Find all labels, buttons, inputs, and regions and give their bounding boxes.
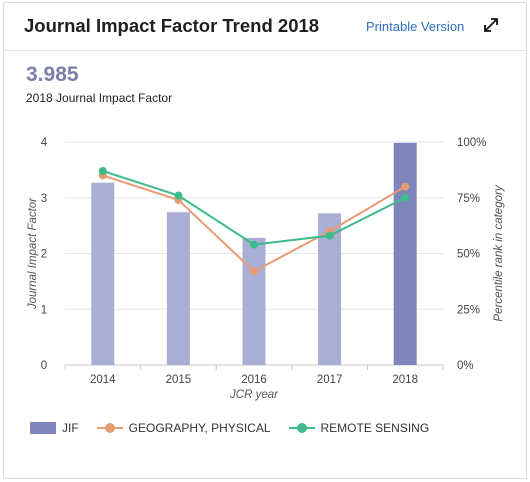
legend-label-jif: JIF: [62, 421, 79, 435]
x-tick-label: 2018: [392, 374, 418, 386]
card-header: Journal Impact Factor Trend 2018 Printab…: [4, 3, 526, 51]
point-geography-2018: [401, 182, 410, 191]
legend-item-jif[interactable]: JIF: [30, 421, 79, 435]
y2-axis-title: Percentile rank in category: [493, 184, 505, 321]
y-tick-label: 3: [41, 193, 47, 205]
y-tick-label: 1: [41, 304, 47, 316]
legend-swatch-jif: [30, 422, 56, 434]
y2-tick-label: 75%: [457, 193, 480, 205]
chart-legend: JIF GEOGRAPHY, PHYSICAL REMOTE SENSING: [30, 420, 447, 436]
y2-tick-label: 50%: [457, 249, 480, 261]
expand-icon[interactable]: [482, 16, 500, 34]
line-remote-sensing: [102, 170, 406, 246]
x-tick-label: 2014: [90, 374, 116, 386]
legend-swatch-geography: [96, 422, 123, 434]
expand-icon-glyph: [484, 18, 498, 32]
legend-item-remote-sensing[interactable]: REMOTE SENSING: [288, 421, 430, 435]
bar-jif-2017: [318, 213, 342, 365]
bar-jif-2016: [242, 237, 266, 365]
x-tick-label: 2015: [166, 374, 192, 386]
y2-tick-label: 100%: [457, 137, 486, 149]
legend-item-geography[interactable]: GEOGRAPHY, PHYSICAL: [96, 421, 271, 435]
point-remote-sensing-2018: [401, 193, 410, 202]
y-tick-label: 2: [41, 249, 47, 261]
y2-tick-label: 25%: [457, 304, 480, 316]
jif-label: 2018 Journal Impact Factor: [26, 91, 173, 105]
y2-tick-label: 0%: [457, 360, 474, 372]
bar-jif-2015: [166, 212, 190, 365]
point-geography-2016: [250, 267, 258, 276]
point-remote-sensing-2015: [174, 191, 183, 200]
legend-swatch-remote-sensing: [288, 422, 315, 434]
bar-jif-2014: [91, 182, 115, 365]
legend-label-geography: GEOGRAPHY, PHYSICAL: [128, 421, 271, 435]
jif-chart: 0 1 2 3 4 0% 25% 50% 75% 100% 2014 2015 2016 2017 2018…: [27, 137, 505, 401]
bar-jif-2018: [393, 142, 417, 365]
printable-version-link[interactable]: Printable Version: [366, 19, 465, 34]
jif-value: 3.985: [26, 63, 79, 86]
y-axis-title: Journal Impact Factor: [27, 197, 39, 310]
x-tick-label: 2016: [241, 374, 267, 386]
y-tick-label: 4: [41, 137, 48, 149]
point-remote-sensing-2017: [325, 231, 334, 240]
x-axis-title: JCR year: [229, 389, 279, 401]
x-tick-label: 2017: [317, 374, 343, 386]
legend-label-remote-sensing: REMOTE SENSING: [320, 421, 430, 435]
jif-trend-card: Journal Impact Factor Trend 2018 Printab…: [3, 2, 527, 479]
page-title: Journal Impact Factor Trend 2018: [24, 15, 320, 36]
y-tick-label: 0: [41, 360, 47, 372]
point-remote-sensing-2016: [250, 240, 258, 249]
point-remote-sensing-2014: [98, 166, 107, 175]
